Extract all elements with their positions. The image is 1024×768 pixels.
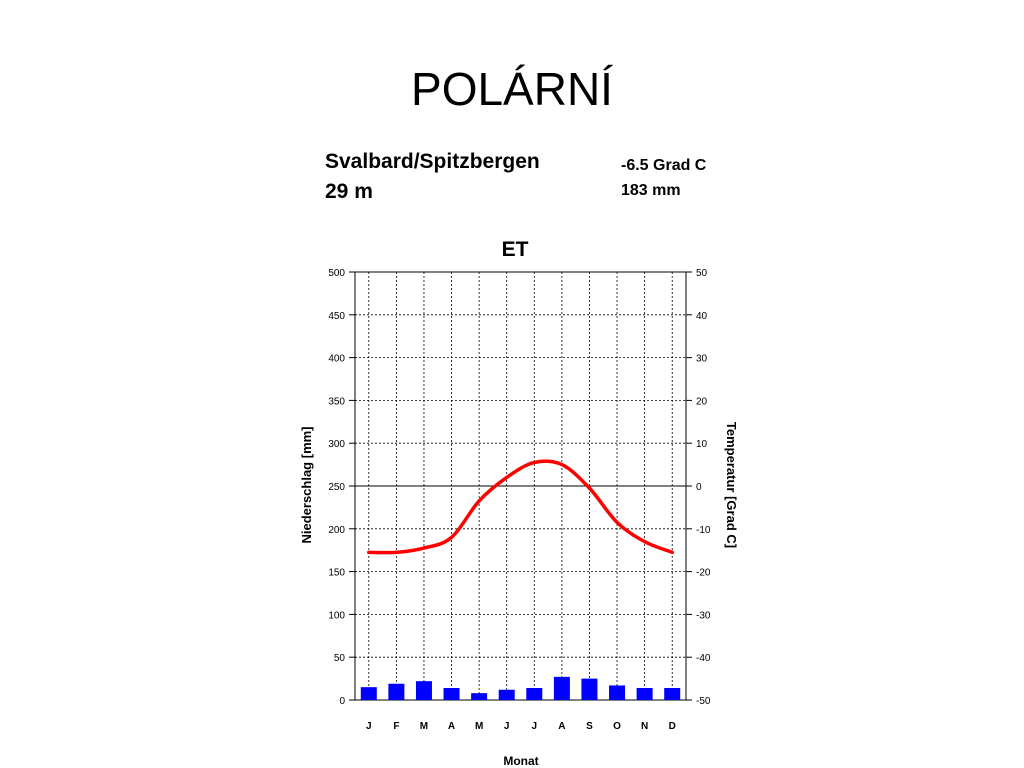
y-tick-label: 450	[328, 311, 345, 322]
station-name: Svalbard/Spitzbergen	[325, 150, 540, 173]
annual-precipitation: 183 mm	[621, 182, 681, 199]
x-tick-label: J	[504, 721, 510, 732]
y-tick-label: 250	[328, 482, 345, 493]
y2-tick-label: -50	[696, 696, 711, 707]
x-tick-label: O	[613, 721, 621, 732]
precipitation-bar	[581, 678, 598, 700]
chart-title: ET	[502, 238, 529, 261]
y2-tick-label: 20	[696, 396, 708, 407]
y-tick-label: 300	[328, 439, 345, 450]
y2-tick-label: -10	[696, 525, 711, 536]
station-elevation: 29 m	[325, 180, 373, 203]
y2-tick-label: 30	[696, 354, 708, 365]
temperature-line-layer	[367, 459, 674, 555]
y-tick-label: 350	[328, 396, 345, 407]
y-tick-label: 400	[328, 354, 345, 365]
y-axis-label: Niederschlag [mm]	[299, 426, 314, 543]
mean-temperature: -6.5 Grad C	[621, 157, 707, 174]
y-tick-label: 100	[328, 610, 345, 621]
y2-tick-label: -20	[696, 568, 711, 579]
x-tick-label: S	[586, 721, 593, 732]
x-tick-label: M	[420, 721, 428, 732]
x-tick-label: M	[475, 721, 483, 732]
precipitation-bar	[360, 687, 377, 700]
x-tick-label: D	[669, 721, 676, 732]
precipitation-bar	[636, 688, 653, 700]
x-tick-label: N	[641, 721, 648, 732]
x-tick-label: F	[393, 721, 399, 732]
precipitation-bar	[388, 683, 405, 700]
y2-tick-label: 10	[696, 439, 708, 450]
precipitation-bar	[443, 688, 460, 700]
precipitation-bar	[471, 693, 488, 700]
x-axis-label: Monat	[503, 754, 538, 768]
y-tick-label: 200	[328, 525, 345, 536]
y-tick-label: 150	[328, 568, 345, 579]
x-tick-label: A	[558, 721, 565, 732]
y2-axis-label: Temperatur [Grad C]	[724, 422, 739, 548]
y-tick-label: 500	[328, 268, 345, 279]
y2-tick-label: 0	[696, 482, 702, 493]
y2-tick-label: -30	[696, 610, 711, 621]
y2-tick-label: -40	[696, 653, 711, 664]
precipitation-bar	[664, 688, 681, 700]
grid-layer	[349, 271, 692, 701]
x-tick-label: J	[532, 721, 538, 732]
precipitation-bar	[609, 685, 626, 700]
precipitation-bar	[415, 681, 432, 700]
precipitation-bars	[360, 676, 681, 700]
y2-tick-label: 40	[696, 311, 708, 322]
precipitation-bar	[498, 689, 515, 700]
slide-title: POLÁRNÍ	[411, 63, 613, 115]
y2-tick-label: 50	[696, 268, 708, 279]
x-tick-label: J	[366, 721, 372, 732]
y-tick-label: 0	[339, 696, 345, 707]
tick-labels: 050100150200250300350400450500-50-40-30-…	[328, 268, 711, 732]
y-tick-label: 50	[334, 653, 346, 664]
temperature-line	[367, 459, 674, 555]
precipitation-bar	[526, 688, 543, 700]
x-tick-label: A	[448, 721, 455, 732]
precipitation-bar	[553, 676, 570, 700]
